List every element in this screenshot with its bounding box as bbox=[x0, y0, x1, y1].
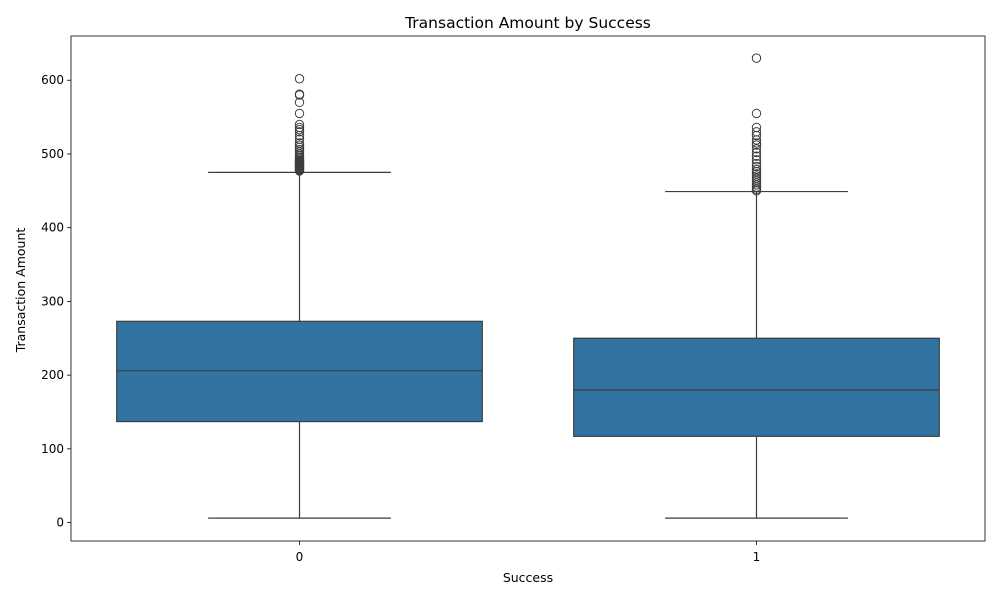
outlier-point bbox=[294, 134, 305, 144]
outlier-point bbox=[294, 74, 305, 84]
outlier-point bbox=[751, 161, 762, 172]
y-tick-label: 200 bbox=[41, 368, 64, 382]
outlier-point bbox=[294, 119, 305, 130]
outlier-point bbox=[294, 140, 305, 150]
box-group bbox=[573, 53, 940, 519]
outlier-point bbox=[751, 158, 762, 169]
y-axis: 0 100 200 300 400 500 600 bbox=[41, 73, 71, 530]
y-tick-label: 600 bbox=[41, 73, 64, 87]
outlier-point bbox=[294, 122, 305, 133]
x-tick-label: 1 bbox=[753, 550, 761, 564]
outlier-point bbox=[751, 138, 762, 148]
outlier-point bbox=[294, 138, 305, 148]
chart-title: Transaction Amount by Success bbox=[404, 14, 651, 32]
box-iqr bbox=[573, 337, 940, 437]
y-axis-label: Transaction Amount bbox=[13, 228, 28, 354]
y-tick-label: 300 bbox=[41, 294, 64, 308]
outlier-point bbox=[751, 122, 762, 133]
outlier-point bbox=[751, 169, 762, 179]
x-axis-label: Success bbox=[503, 570, 553, 585]
box-iqr bbox=[116, 320, 483, 423]
outlier-point bbox=[751, 53, 762, 63]
outlier-point bbox=[751, 140, 762, 150]
y-tick-label: 500 bbox=[41, 147, 64, 161]
outlier-point bbox=[751, 171, 762, 181]
box-series bbox=[116, 53, 940, 519]
outlier-point bbox=[751, 147, 762, 158]
outlier-point bbox=[751, 108, 762, 119]
plot-area-frame bbox=[70, 35, 986, 542]
outlier-point bbox=[294, 89, 305, 99]
outlier-point bbox=[294, 144, 305, 155]
outlier-point bbox=[751, 155, 762, 165]
y-tick-label: 400 bbox=[41, 221, 64, 235]
y-tick-label: 0 bbox=[56, 516, 64, 530]
outlier-point bbox=[751, 127, 762, 137]
box-group bbox=[116, 74, 483, 519]
outlier-point bbox=[294, 108, 305, 119]
outlier-point bbox=[751, 164, 762, 175]
x-tick-label: 0 bbox=[296, 550, 304, 564]
outlier-point bbox=[294, 124, 305, 135]
y-tick-label: 100 bbox=[41, 442, 64, 456]
outlier-point bbox=[294, 127, 305, 137]
outlier-point bbox=[751, 151, 762, 161]
